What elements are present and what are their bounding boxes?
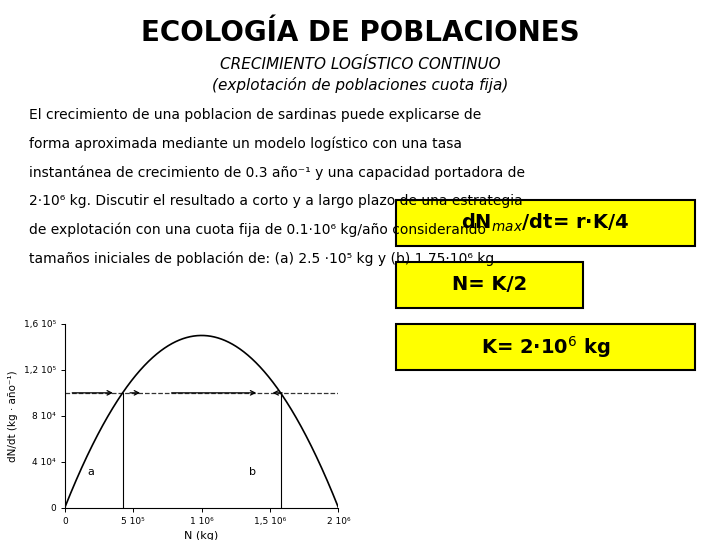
Text: instantánea de crecimiento de 0.3 año⁻¹ y una capacidad portadora de: instantánea de crecimiento de 0.3 año⁻¹ … <box>29 165 525 180</box>
Text: (explotación de poblaciones cuota fija): (explotación de poblaciones cuota fija) <box>212 77 508 93</box>
Y-axis label: dN/dt (kg · año⁻¹): dN/dt (kg · año⁻¹) <box>8 370 18 462</box>
Text: de explotación con una cuota fija de 0.1·10⁶ kg/año considerando: de explotación con una cuota fija de 0.1… <box>29 222 486 237</box>
Text: El crecimiento de una poblacion de sardinas puede explicarse de: El crecimiento de una poblacion de sardi… <box>29 108 481 122</box>
X-axis label: N (kg): N (kg) <box>184 531 219 540</box>
Text: K= 2·10$^6$ kg: K= 2·10$^6$ kg <box>480 334 611 360</box>
Text: forma aproximada mediante un modelo logístico con una tasa: forma aproximada mediante un modelo logí… <box>29 137 462 151</box>
Text: a: a <box>87 468 94 477</box>
Text: 2·10⁶ kg. Discutir el resultado a corto y a largo plazo de una estrategia: 2·10⁶ kg. Discutir el resultado a corto … <box>29 194 523 208</box>
Text: N= K/2: N= K/2 <box>452 275 527 294</box>
Text: b: b <box>249 468 256 477</box>
Text: dN$_{max}$/dt= r·K/4: dN$_{max}$/dt= r·K/4 <box>462 212 629 234</box>
Text: ECOLOGÍA DE POBLACIONES: ECOLOGÍA DE POBLACIONES <box>140 19 580 47</box>
Text: CRECIMIENTO LOGÍSTICO CONTINUO: CRECIMIENTO LOGÍSTICO CONTINUO <box>220 57 500 72</box>
Text: tamaños iniciales de población de: (a) 2.5 ·10⁵ kg y (b) 1.75·10⁶ kg: tamaños iniciales de población de: (a) 2… <box>29 251 494 266</box>
